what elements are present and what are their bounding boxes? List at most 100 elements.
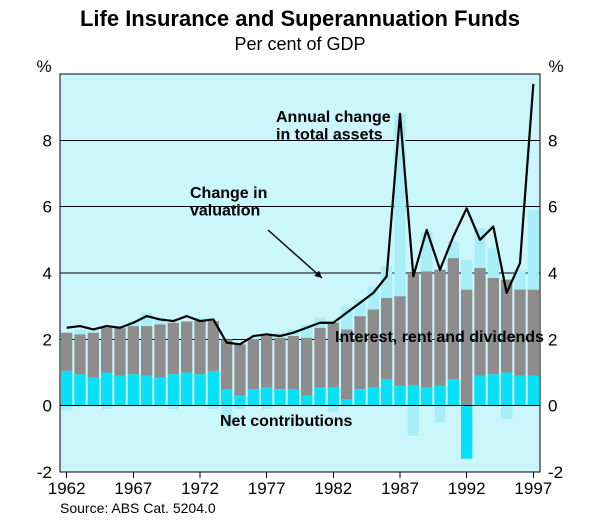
- bar-net-contrib: [301, 396, 312, 406]
- bar-net-contrib: [328, 387, 339, 405]
- bar-interest: [434, 270, 445, 386]
- bar-net-contrib: [341, 399, 352, 406]
- bar-interest: [181, 321, 192, 372]
- bar-net-contrib: [154, 377, 165, 405]
- bar-valuation: [88, 331, 99, 333]
- bar-interest: [221, 339, 232, 389]
- bar-net-contrib: [101, 373, 112, 406]
- y-tick-label-right: 8: [548, 131, 557, 150]
- x-tick-label: 1987: [381, 479, 419, 498]
- y-tick-label-left: 4: [43, 264, 52, 283]
- bar-interest: [354, 316, 365, 389]
- bar-interest: [74, 334, 85, 374]
- x-tick-label: 1967: [114, 479, 152, 498]
- y-tick-label-right: 6: [548, 198, 557, 217]
- bar-valuation: [74, 329, 85, 334]
- svg-text:in total assets: in total assets: [276, 127, 383, 144]
- bar-valuation: [474, 228, 485, 268]
- bar-net-contrib: [88, 377, 99, 405]
- bar-valuation: [141, 313, 152, 326]
- bar-net-contrib: [261, 387, 272, 405]
- bar-net-contrib: [354, 389, 365, 406]
- bar-net-contrib: [368, 387, 379, 405]
- bar-valuation: [61, 406, 72, 411]
- bar-net-contrib: [528, 376, 539, 406]
- bar-net-contrib: [141, 376, 152, 406]
- bar-net-contrib: [168, 374, 179, 406]
- x-tick-label: 1992: [448, 479, 486, 498]
- bar-interest: [168, 323, 179, 374]
- bar-net-contrib: [394, 386, 405, 406]
- bar-interest: [61, 333, 72, 371]
- x-tick-label: 1997: [514, 479, 552, 498]
- svg-text:Net contributions: Net contributions: [220, 413, 353, 430]
- bar-interest: [314, 328, 325, 388]
- bar-net-contrib: [448, 379, 459, 406]
- bar-interest: [448, 258, 459, 379]
- bar-interest: [194, 321, 205, 374]
- bar-interest: [101, 328, 112, 373]
- bar-interest: [261, 336, 272, 387]
- y-tick-label-left: 0: [43, 397, 52, 416]
- y-tick-label-right: 2: [548, 330, 557, 349]
- bar-interest: [141, 326, 152, 376]
- bar-net-contrib: [221, 389, 232, 406]
- bar-valuation: [328, 406, 339, 413]
- bar-interest: [288, 336, 299, 389]
- svg-text:Change in: Change in: [190, 185, 267, 202]
- bar-net-contrib: [181, 373, 192, 406]
- bar-interest: [461, 290, 472, 406]
- y-tick-label-left: 6: [43, 198, 52, 217]
- bar-interest: [274, 338, 285, 389]
- y-tick-label-left: 8: [43, 131, 52, 150]
- bar-net-contrib: [461, 406, 472, 459]
- bar-net-contrib: [314, 387, 325, 405]
- bar-interest: [114, 328, 125, 376]
- bar-net-contrib: [234, 396, 245, 406]
- bar-valuation: [421, 232, 432, 272]
- source-text: Source: ABS Cat. 5204.0: [60, 500, 216, 516]
- y-tick-label-left: 2: [43, 330, 52, 349]
- bar-valuation: [368, 286, 379, 309]
- bar-interest: [88, 333, 99, 378]
- bar-interest: [128, 326, 139, 374]
- bar-interest: [234, 344, 245, 395]
- bar-interest: [208, 321, 219, 371]
- bar-net-contrib: [381, 379, 392, 406]
- svg-text:Interest, rent and dividends: Interest, rent and dividends: [335, 329, 544, 346]
- y-unit-left: %: [36, 57, 51, 76]
- x-tick-label: 1962: [48, 479, 86, 498]
- x-tick-label: 1972: [181, 479, 219, 498]
- bar-valuation: [181, 321, 192, 322]
- bar-valuation: [488, 248, 499, 278]
- bar-net-contrib: [488, 374, 499, 406]
- annotation-net-contrib: Net contributions: [220, 413, 353, 430]
- bar-interest: [301, 338, 312, 396]
- bar-valuation: [394, 114, 405, 296]
- bar-interest: [474, 268, 485, 376]
- svg-text:Annual change: Annual change: [276, 109, 391, 126]
- annotation-interest: Interest, rent and dividends: [335, 329, 544, 346]
- svg-text:valuation: valuation: [190, 203, 260, 220]
- bar-net-contrib: [114, 376, 125, 406]
- bar-valuation: [501, 406, 512, 419]
- bar-valuation: [408, 406, 419, 436]
- annotation-annual-change: Annual changein total assets: [276, 109, 391, 144]
- bar-net-contrib: [288, 389, 299, 406]
- x-tick-label: 1982: [314, 479, 352, 498]
- bar-net-contrib: [514, 376, 525, 406]
- bar-net-contrib: [208, 371, 219, 406]
- bar-valuation: [528, 210, 539, 290]
- bar-net-contrib: [74, 374, 85, 406]
- y-unit-right: %: [548, 57, 563, 76]
- bar-valuation: [461, 260, 472, 290]
- bar-net-contrib: [501, 373, 512, 406]
- bar-net-contrib: [61, 371, 72, 406]
- bar-net-contrib: [408, 386, 419, 406]
- chart-container: Life Insurance and Superannuation Funds …: [0, 0, 600, 522]
- bar-net-contrib: [128, 374, 139, 406]
- x-tick-label: 1977: [248, 479, 286, 498]
- bar-interest: [488, 278, 499, 374]
- bar-net-contrib: [248, 389, 259, 406]
- y-tick-label-right: 4: [548, 264, 557, 283]
